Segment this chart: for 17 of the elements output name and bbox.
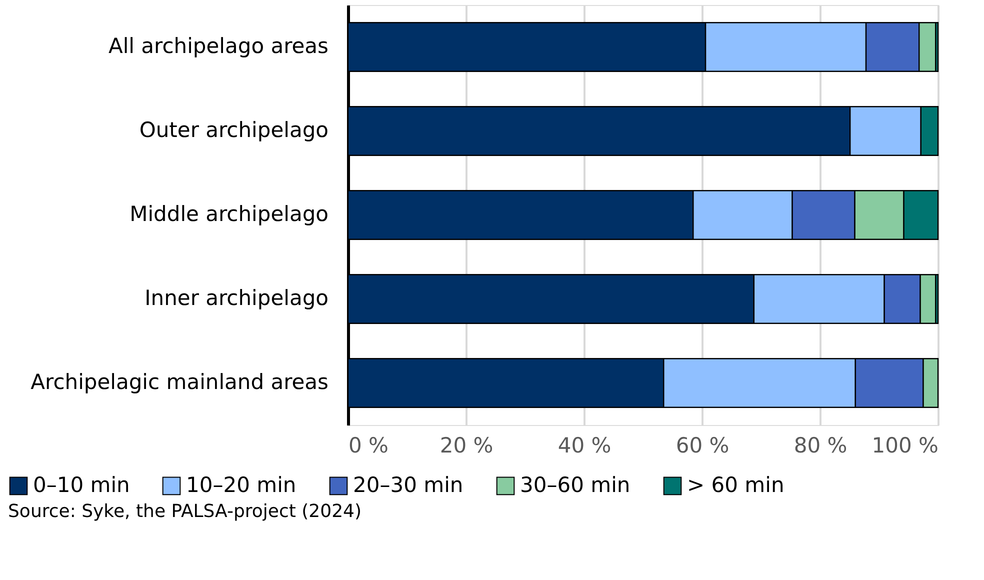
legend-label: 20–30 min: [353, 472, 464, 497]
legend-label: 10–20 min: [186, 472, 296, 497]
y-tick-label: Outer archipelago: [139, 118, 328, 142]
y-tick-label: Inner archipelago: [144, 286, 328, 310]
x-tick-label: 60 %: [676, 434, 730, 458]
legend-label: > 60 min: [687, 472, 784, 497]
legend-label: 30–60 min: [520, 472, 630, 497]
y-tick-label: Archipelagic mainland areas: [30, 370, 328, 394]
source-note: Source: Syke, the PALSA-project (2024): [8, 501, 362, 522]
x-tick-label: 20 %: [440, 434, 494, 458]
x-tick-label: 40 %: [558, 434, 612, 458]
legend-label: 0–10 min: [33, 472, 130, 497]
y-tick-label: Middle archipelago: [130, 202, 328, 226]
x-tick-label: 0 %: [348, 434, 388, 458]
x-tick-label: 100 %: [872, 434, 938, 458]
x-tick-label: 80 %: [794, 434, 848, 458]
y-tick-label: All archipelago areas: [108, 34, 328, 58]
